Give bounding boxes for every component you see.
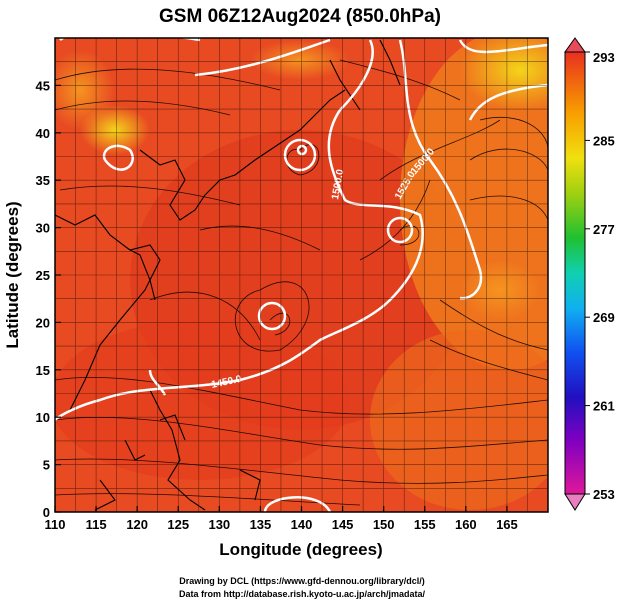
y-tick-label: 15 bbox=[36, 363, 50, 378]
x-tick-label: 125 bbox=[167, 517, 189, 532]
grid bbox=[55, 38, 548, 512]
colorbar-max-arrow bbox=[564, 37, 586, 53]
x-tick-label: 165 bbox=[496, 517, 518, 532]
y-tick-label: 30 bbox=[36, 221, 50, 236]
x-tick-label: 115 bbox=[86, 517, 107, 532]
y-tick-label: 10 bbox=[36, 410, 50, 425]
credit-drawing: Drawing by DCL (https://www.gfd-dennou.o… bbox=[179, 576, 425, 586]
x-tick-label: 135 bbox=[250, 517, 272, 532]
colorbar-tick-label: 285 bbox=[593, 133, 615, 148]
colorbar-tick-label: 253 bbox=[593, 487, 615, 502]
credit-data: Data from http://database.rish.kyoto-u.a… bbox=[179, 589, 426, 599]
colorbar-tick-label: 293 bbox=[593, 50, 615, 65]
colorbar: 253 261 269 277 285 293 bbox=[564, 37, 615, 511]
y-tick-label: 45 bbox=[36, 78, 50, 93]
y-tick-label: 20 bbox=[36, 315, 50, 330]
y-tick-label: 25 bbox=[36, 268, 50, 283]
wind-streamlines bbox=[55, 59, 548, 506]
x-tick-label: 145 bbox=[332, 517, 354, 532]
x-axis: 110 115 120 125 130 135 140 145 150 155 160 165 bbox=[45, 506, 518, 532]
colorbar-tick-label: 261 bbox=[593, 399, 615, 414]
y-tick-label: 40 bbox=[36, 126, 50, 141]
x-tick-label: 155 bbox=[414, 517, 436, 532]
height-contours bbox=[55, 38, 548, 512]
x-axis-label: Longitude (degrees) bbox=[219, 540, 382, 559]
coastlines bbox=[55, 39, 401, 511]
colorbar-tick-label: 277 bbox=[593, 222, 615, 237]
temperature-field: 1500.0 1525.0 1500.0 1450.0 bbox=[55, 38, 548, 512]
y-axis: 0 5 10 15 20 25 30 35 40 45 bbox=[36, 78, 61, 520]
x-tick-label: 110 bbox=[45, 517, 66, 532]
x-tick-label: 130 bbox=[208, 517, 230, 532]
colorbar-min-arrow bbox=[564, 493, 586, 511]
colorbar-scale bbox=[564, 51, 586, 495]
x-tick-label: 160 bbox=[455, 517, 477, 532]
y-tick-label: 35 bbox=[36, 173, 50, 188]
y-tick-label: 0 bbox=[43, 505, 50, 520]
x-tick-label: 140 bbox=[291, 517, 313, 532]
map-title: GSM 06Z12Aug2024 (850.0hPa) bbox=[159, 6, 441, 27]
y-axis-label: Latitude (degrees) bbox=[3, 201, 22, 348]
colorbar-tick-label: 269 bbox=[593, 310, 615, 325]
x-tick-label: 150 bbox=[373, 517, 395, 532]
x-tick-label: 120 bbox=[126, 517, 148, 532]
y-tick-label: 5 bbox=[43, 458, 50, 473]
